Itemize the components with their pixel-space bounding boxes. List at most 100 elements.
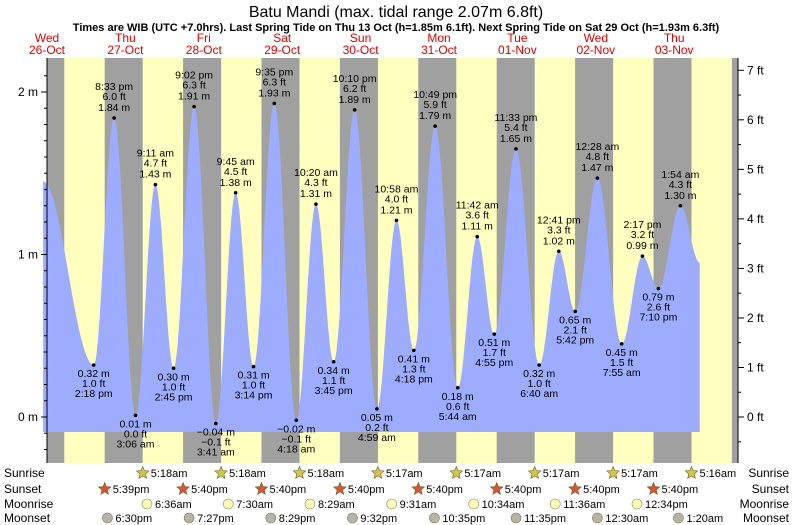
sunrise-star-icon — [214, 465, 229, 479]
tide-metre-label: 1.84 m — [98, 102, 130, 114]
low-tide-dot — [619, 342, 624, 346]
tide-time-label: 7:10 pm — [639, 312, 677, 324]
moonset-icon — [183, 512, 195, 524]
tide-time-label: 9:45 am — [217, 156, 255, 168]
tide-feet-label: 2.6 ft — [647, 302, 670, 314]
low-tide-dot — [171, 366, 176, 371]
tide-metre-label: 0.41 m — [398, 353, 430, 365]
moonrise-icon — [386, 498, 397, 510]
row-label-right: Moonrise — [740, 497, 790, 511]
right-tick-label: 0 ft — [747, 410, 764, 424]
day-name-label: Tue — [507, 31, 528, 45]
sunrise-star-icon — [449, 465, 464, 479]
tide-metre-label: 0.32 m — [78, 368, 110, 380]
tide-metre-label: 1.91 m — [178, 91, 210, 103]
tide-feet-label: 1.0 ft — [82, 378, 105, 390]
moonrise-time: 9:31am — [400, 499, 437, 511]
moonrise-time: 7:30am — [236, 499, 273, 511]
tide-feet-label: −0.1 ft — [282, 433, 312, 445]
sunrise-star-icon — [370, 465, 385, 479]
day-date-label: 29-Oct — [264, 43, 301, 57]
high-tide-dot — [153, 182, 158, 187]
high-tide-dot — [678, 203, 683, 208]
moonset-time: 9:32pm — [360, 513, 397, 525]
day-date-label: 31-Oct — [421, 43, 458, 57]
moonset-time: 7:27pm — [197, 513, 234, 525]
tide-metre-label: 0.65 m — [559, 314, 591, 326]
sunrise-time: 5:17am — [621, 468, 658, 480]
tide-time-label: 7:55 am — [603, 367, 641, 379]
tide-feet-label: 4.0 ft — [385, 193, 408, 205]
tide-feet-label: 6.0 ft — [102, 91, 125, 103]
moonrise-time: 10:34am — [482, 499, 525, 511]
row-label-right: Sunrise — [748, 466, 789, 480]
high-tide-dot — [475, 234, 480, 239]
tide-metre-label: 1.11 m — [462, 221, 494, 233]
day-date-label: 03-Nov — [655, 43, 694, 57]
sunset-star-icon — [646, 481, 661, 495]
low-tide-dot — [214, 421, 218, 426]
sunrise-star-icon — [606, 465, 621, 479]
day-date-label: 27-Oct — [107, 43, 144, 57]
sunset-star-icon — [254, 481, 269, 495]
right-tick-label: 1 ft — [747, 360, 764, 374]
tide-time-label: 4:18 pm — [395, 373, 433, 385]
moonrise-icon — [304, 498, 316, 510]
sunrise-star-icon — [292, 465, 307, 479]
day-name-label: Sat — [273, 31, 292, 45]
sunset-time: 5:40pm — [583, 484, 620, 496]
low-tide-dot — [455, 385, 460, 390]
left-tick-label: 0 m — [18, 410, 38, 424]
tide-time-label: 3:14 pm — [235, 390, 273, 402]
tide-metre-label: −0.04 m — [197, 427, 235, 439]
tide-feet-label: 5.9 ft — [423, 99, 446, 111]
low-tide-dot — [331, 359, 336, 364]
day-date-label: 26-Oct — [29, 43, 66, 57]
moonset-icon — [592, 512, 603, 524]
sunrise-star-icon — [527, 465, 542, 479]
tide-labels: 0.32 m1.0 ft2:18 pm8:33 pm6.0 ft1.84 m0.… — [75, 66, 700, 458]
tide-metre-label: 0.51 m — [478, 337, 510, 349]
right-tick-label: 4 ft — [747, 212, 764, 226]
day-name-label: Mon — [427, 31, 450, 45]
tide-feet-label: 1.3 ft — [402, 363, 425, 375]
tide-metre-label: 1.31 m — [300, 188, 332, 200]
tide-feet-label: 4.8 ft — [586, 151, 609, 163]
tide-time-label: 4:55 pm — [475, 357, 513, 369]
tide-time-label: 10:10 pm — [333, 73, 377, 85]
sunset-star-icon — [97, 481, 112, 495]
tide-metre-label: 1.30 m — [664, 190, 696, 202]
tide-feet-label: 4.7 ft — [144, 158, 167, 170]
moonrise-time: 12:34pm — [645, 499, 688, 511]
day-name-label: Thu — [115, 31, 136, 45]
sunrise-time: 5:16am — [700, 468, 737, 480]
chart-subtitle: Times are WIB (UTC +7.0hrs). Last Spring… — [73, 22, 720, 34]
tide-feet-label: 0.6 ft — [446, 401, 469, 413]
tide-feet-label: 1.0 ft — [162, 381, 185, 393]
tide-metre-label: −0.02 m — [277, 423, 315, 435]
moonset-time: 8:29pm — [279, 513, 316, 525]
tide-feet-label: 1.0 ft — [242, 380, 265, 392]
moonrise-icon — [549, 498, 561, 510]
day-date-label: 28-Oct — [186, 43, 223, 57]
tide-metre-label: 0.32 m — [523, 368, 555, 380]
tide-time-label: 9:35 pm — [255, 66, 293, 78]
right-tick-label: 7 ft — [747, 63, 764, 77]
sunrise-time: 5:18am — [151, 468, 188, 480]
moonset-time: 6:30pm — [115, 513, 152, 525]
tide-time-label: 11:33 pm — [494, 112, 537, 124]
high-tide-dot — [112, 116, 116, 120]
day-name-label: Thu — [664, 31, 685, 45]
tide-time-label: 12:41 pm — [537, 214, 581, 226]
moonset-icon — [265, 512, 277, 524]
tide-feet-label: 0.0 ft — [124, 428, 147, 440]
tide-time-label: 5:42 pm — [556, 334, 594, 346]
sunset-star-icon — [411, 481, 426, 495]
low-tide-dot — [251, 364, 256, 369]
tide-time-label: 10:49 pm — [413, 89, 457, 101]
moonset-icon — [510, 512, 522, 524]
sunset-star-icon — [489, 481, 504, 495]
low-tide-dot — [656, 286, 661, 291]
sunrise-star-icon — [684, 465, 699, 479]
tide-metre-label: 1.38 m — [220, 177, 252, 189]
